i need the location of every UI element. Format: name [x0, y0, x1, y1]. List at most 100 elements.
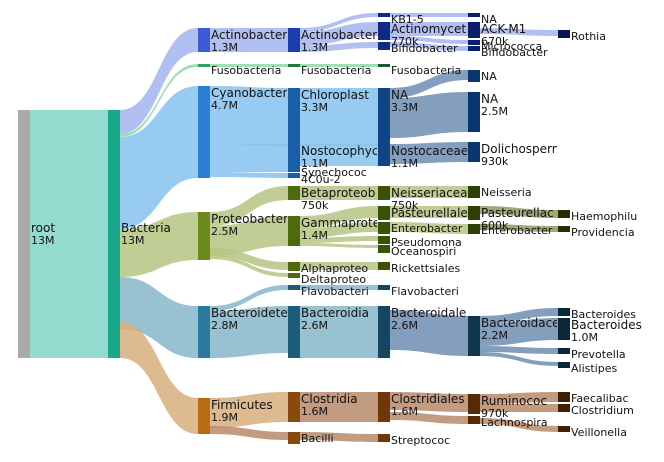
node-streptococ[interactable] [378, 434, 390, 442]
node-bacteroidia[interactable] [288, 306, 300, 358]
node-fusobacteri_o[interactable] [378, 64, 390, 67]
link-actinobacteria-actinobacteria_c[interactable] [210, 28, 288, 52]
link-clostridiales-ruminococ[interactable] [390, 392, 468, 412]
link-nostocaceae-dolichosperm[interactable] [390, 142, 468, 164]
node-enterobacter_o[interactable] [378, 222, 390, 234]
link-actinobacteria_c-bifidobacter[interactable] [300, 42, 378, 52]
node-ruminococ[interactable] [468, 394, 480, 414]
node-bacteria[interactable] [108, 110, 120, 358]
node-g_bacteroides[interactable] [558, 318, 570, 340]
link-bacteroidace-g_alistipes[interactable] [480, 352, 558, 366]
node-chloroplast[interactable] [288, 88, 300, 146]
node-clostridiales[interactable] [378, 392, 390, 422]
link-proteobacteria-deltaproteo[interactable] [210, 255, 288, 277]
link-actinobacteria_c-kb1[interactable] [300, 13, 378, 32]
node-actinomycet[interactable] [378, 22, 390, 40]
link-chloroplast-na_o[interactable] [300, 88, 378, 146]
link-fusobacteria_c-fusobacteri_o[interactable] [300, 64, 378, 67]
node-nostocophy[interactable] [288, 144, 300, 166]
node-4c0u2[interactable] [288, 173, 300, 178]
link-bacteria-proteobacteria[interactable] [120, 212, 198, 277]
node-bacteroidetes[interactable] [198, 306, 210, 358]
link-firmicutes-clostridia[interactable] [210, 392, 288, 428]
link-clostridia-clostridiales[interactable] [300, 392, 378, 422]
node-bacteroidale[interactable] [378, 306, 390, 358]
node-betaproteo[interactable] [288, 186, 300, 200]
link-bacteroidale-bacteroidace[interactable] [390, 310, 468, 356]
link-bacteroidace-g_bacteroides2[interactable] [480, 308, 558, 324]
link-alphaproteo-rickettsiales[interactable] [300, 262, 378, 270]
node-alphaproteo[interactable] [288, 262, 300, 271]
link-ruminococ-g_clostridium[interactable] [480, 404, 558, 412]
node-g_haemophilu[interactable] [558, 210, 570, 218]
link-bacteroidace-g_bacteroides[interactable] [480, 318, 558, 346]
node-firmicutes[interactable] [198, 398, 210, 434]
link-actinomycet-micrococca[interactable] [390, 36, 468, 44]
link-na_o-na_f3[interactable] [390, 92, 468, 138]
link-neisseriacea-neisseria[interactable] [390, 186, 468, 198]
node-g_clostridium[interactable] [558, 404, 570, 412]
link-gammaproteo-enterobacter_o[interactable] [300, 222, 378, 238]
link-bacteroidace-g_prevotella[interactable] [480, 346, 558, 354]
link-betaproteo-neisseriacea[interactable] [300, 186, 378, 200]
node-na_o[interactable] [378, 88, 390, 146]
link-actinomycet-ackm1[interactable] [390, 22, 468, 36]
node-flavobacteri_o[interactable] [378, 285, 390, 290]
link-bacteria-bacteroidetes[interactable] [120, 277, 198, 358]
node-deltaproteo[interactable] [288, 273, 300, 278]
node-g_providencia[interactable] [558, 226, 570, 232]
node-fusobacteria_c[interactable] [288, 64, 300, 67]
node-g_prevotella[interactable] [558, 348, 570, 354]
link-actinobacteria_c-actinomycet[interactable] [300, 22, 378, 46]
node-actinobacteria[interactable] [198, 28, 210, 52]
link-enterobacter_f-g_providencia[interactable] [480, 224, 558, 232]
link-root-bacteria[interactable] [30, 110, 108, 358]
link-bacteria-fusobacteria[interactable] [120, 64, 198, 137]
link-lachnospira-g_veillonella[interactable] [480, 418, 558, 432]
node-nostocaceae[interactable] [378, 144, 390, 166]
node-proteobacteria[interactable] [198, 212, 210, 260]
link-na_o-na_f2[interactable] [390, 70, 468, 98]
link-kb1-na_f1[interactable] [390, 13, 468, 17]
node-micrococca[interactable] [468, 40, 480, 45]
link-pasteurellac-g_haemophilu[interactable] [480, 206, 558, 218]
node-bifidobacter[interactable] [378, 42, 390, 50]
link-proteobacteria-betaproteo[interactable] [210, 186, 288, 226]
node-enterobacter_f[interactable] [468, 224, 480, 234]
node-g_bacteroides2[interactable] [558, 308, 570, 316]
node-bacteroidace[interactable] [468, 316, 480, 356]
link-flavobacteri_c-flavobacteri_o[interactable] [300, 285, 378, 290]
node-clostridia[interactable] [288, 392, 300, 422]
link-bacteroidia-bacteroidale[interactable] [300, 306, 378, 358]
link-fusobacteria-fusobacteria_c[interactable] [210, 64, 288, 67]
link-ruminococ-g_faecaliba[interactable] [480, 392, 558, 404]
node-lachnospira[interactable] [468, 416, 480, 424]
link-bacteria-firmicutes[interactable] [120, 322, 198, 434]
node-synechococ[interactable] [288, 166, 300, 172]
link-bacteria-cyanobacteria[interactable] [120, 86, 198, 229]
link-gammaproteo-pasteurellale[interactable] [300, 206, 378, 228]
link-bacteria-actinobacteria[interactable] [120, 28, 198, 134]
link-ackm1-g_rothia[interactable] [480, 28, 558, 36]
node-g_veillonella[interactable] [558, 426, 570, 432]
link-pasteurellale-pasteurellac[interactable] [390, 206, 468, 218]
link-cyanobacteria-nostocophy[interactable] [210, 144, 288, 166]
node-pasteurellale[interactable] [378, 206, 390, 220]
node-bacilli[interactable] [288, 432, 300, 444]
node-g_rothia[interactable] [558, 30, 570, 38]
node-flavobacteri_c[interactable] [288, 285, 300, 290]
node-rickettsiales[interactable] [378, 262, 390, 270]
link-enterobacter_o-enterobacter_f[interactable] [390, 222, 468, 234]
node-na_f2[interactable] [468, 70, 480, 82]
node-oceanospiri[interactable] [378, 245, 390, 253]
node-cyanobacteria[interactable] [198, 86, 210, 178]
link-cyanobacteria-chloroplast[interactable] [210, 86, 288, 146]
link-bacilli-streptococ[interactable] [300, 432, 378, 442]
node-gammaproteo[interactable] [288, 216, 300, 246]
link-firmicutes-bacilli[interactable] [210, 426, 288, 440]
link-bacteroidetes-flavobacteri_c[interactable] [210, 285, 288, 311]
link-cyanobacteria-synechococ[interactable] [210, 166, 288, 172]
link-gammaproteo-oceanospiri[interactable] [300, 243, 378, 248]
node-pseudomona[interactable] [378, 236, 390, 244]
link-proteobacteria-gammaproteo[interactable] [210, 216, 288, 256]
